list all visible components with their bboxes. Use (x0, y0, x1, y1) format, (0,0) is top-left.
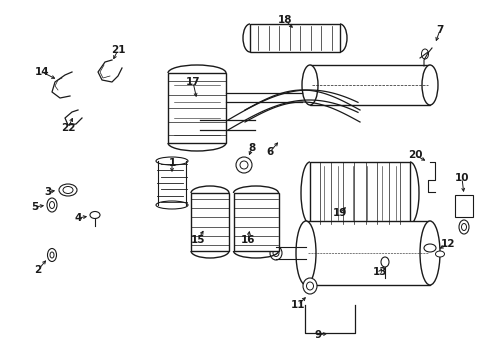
Ellipse shape (421, 65, 437, 105)
Text: 4: 4 (74, 213, 81, 223)
Text: 5: 5 (31, 202, 39, 212)
Bar (191, 193, 228, 251)
Ellipse shape (458, 220, 468, 234)
Text: 10: 10 (454, 173, 468, 183)
Text: 3: 3 (44, 187, 52, 197)
Ellipse shape (302, 65, 317, 105)
Text: 16: 16 (240, 235, 255, 245)
Ellipse shape (295, 221, 315, 285)
Text: 2: 2 (34, 265, 41, 275)
Ellipse shape (156, 201, 187, 209)
Ellipse shape (59, 184, 77, 196)
Ellipse shape (63, 186, 73, 194)
Ellipse shape (50, 252, 54, 258)
Ellipse shape (47, 248, 57, 261)
Ellipse shape (272, 249, 279, 257)
Text: 9: 9 (314, 330, 321, 340)
Text: 8: 8 (248, 143, 255, 153)
Ellipse shape (419, 221, 439, 285)
Ellipse shape (47, 198, 57, 212)
Text: 15: 15 (190, 235, 205, 245)
Text: 19: 19 (332, 208, 346, 218)
Bar (309, 65, 429, 105)
Text: 13: 13 (372, 267, 386, 277)
Bar (234, 193, 279, 251)
Text: 6: 6 (266, 147, 273, 157)
Ellipse shape (156, 157, 187, 165)
Ellipse shape (423, 244, 435, 252)
Bar (454, 195, 472, 217)
Ellipse shape (269, 246, 282, 260)
Ellipse shape (303, 278, 316, 294)
Ellipse shape (435, 251, 444, 257)
Bar (168, 73, 225, 143)
Ellipse shape (421, 49, 427, 59)
Ellipse shape (240, 161, 247, 169)
Bar (249, 24, 339, 52)
Text: 20: 20 (407, 150, 421, 160)
Text: 22: 22 (61, 123, 75, 133)
Ellipse shape (380, 257, 388, 267)
Text: 17: 17 (185, 77, 200, 87)
Ellipse shape (90, 212, 100, 219)
Ellipse shape (49, 202, 54, 208)
Text: 21: 21 (110, 45, 125, 55)
Ellipse shape (236, 157, 251, 173)
Text: 18: 18 (277, 15, 292, 25)
Ellipse shape (461, 224, 466, 230)
Ellipse shape (306, 282, 313, 290)
Text: 11: 11 (290, 300, 305, 310)
Text: 12: 12 (440, 239, 454, 249)
Bar (309, 162, 409, 224)
Text: 14: 14 (35, 67, 49, 77)
Text: 1: 1 (168, 158, 175, 168)
Text: 7: 7 (435, 25, 443, 35)
Bar (305, 221, 429, 285)
